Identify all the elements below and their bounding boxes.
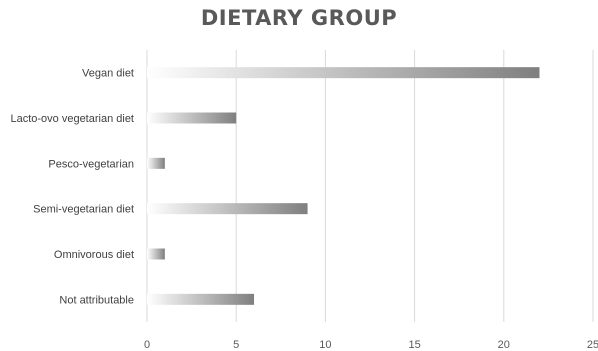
category-labels: Vegan diet Lacto-ovo vegetarian diet Pesco… — [10, 68, 134, 307]
x-tick-label: 0 — [144, 339, 150, 351]
bars — [147, 67, 540, 305]
category-label: Omnivorous diet — [54, 249, 134, 261]
bar-semi-vegetarian-diet — [147, 203, 308, 215]
x-tick-label: 10 — [319, 339, 331, 351]
bar-lacto-ovo-vegetarian-diet — [147, 112, 237, 124]
x-tick-label: 25 — [587, 339, 598, 351]
x-tick-label: 5 — [233, 339, 239, 351]
x-tick-label: 20 — [498, 339, 510, 351]
bar-pesco-vegetarian — [147, 157, 165, 169]
bar-omnivorous-diet — [147, 248, 165, 260]
gridlines — [146, 50, 594, 322]
chart-title: DIETARY GROUP — [200, 6, 398, 30]
category-label: Not attributable — [59, 294, 134, 306]
category-label: Vegan diet — [82, 68, 134, 80]
bar-not-attributable — [147, 293, 255, 305]
category-label: Semi-vegetarian diet — [33, 204, 134, 216]
x-axis-tick-labels: 0 5 10 15 20 25 — [144, 339, 598, 351]
category-label: Pesco-vegetarian — [48, 158, 134, 170]
x-tick-label: 15 — [408, 339, 420, 351]
category-label: Lacto-ovo vegetarian diet — [10, 113, 134, 125]
bar-vegan-diet — [147, 67, 540, 79]
